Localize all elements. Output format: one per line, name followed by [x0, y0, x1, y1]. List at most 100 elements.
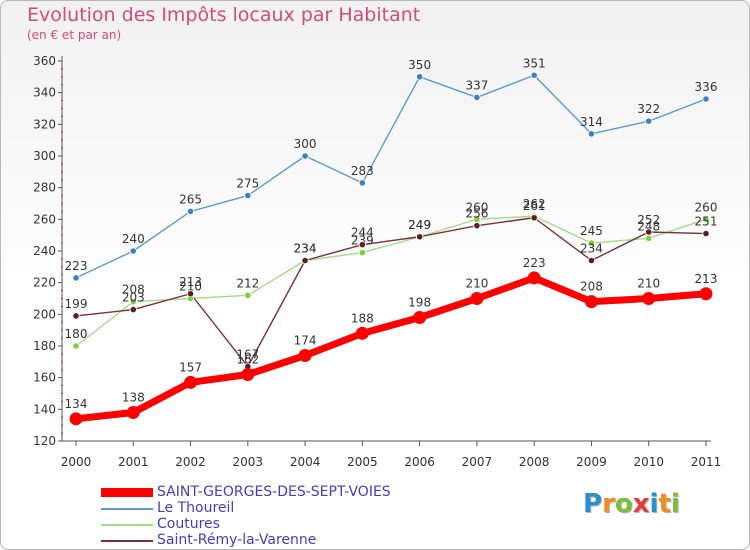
- data-point-coutures: [358, 248, 366, 257]
- data-point-le-thoureil: [473, 93, 481, 102]
- data-point-saint-georges-des-sept-voies: [699, 287, 713, 301]
- y-tick-label: 220: [33, 276, 56, 290]
- y-minor-tick: [61, 131, 63, 133]
- data-label-coutures: 208: [122, 283, 145, 297]
- data-point-saint-r-my-la-varenne: [358, 241, 366, 249]
- y-minor-tick: [61, 242, 63, 244]
- y-minor-tick: [61, 432, 63, 434]
- data-label-saint-georges-des-sept-voies: 213: [695, 272, 718, 286]
- data-label-saint-georges-des-sept-voies: 210: [637, 277, 660, 291]
- proxiti-logo: Proxiti: [583, 489, 680, 519]
- data-label-saint-r-my-la-varenne: 244: [351, 226, 374, 240]
- data-point-coutures: [645, 234, 653, 242]
- y-minor-tick: [61, 171, 63, 173]
- data-label-coutures: 248: [637, 219, 660, 233]
- data-label-saint-georges-des-sept-voies: 223: [523, 256, 546, 270]
- y-minor-tick: [61, 329, 63, 331]
- legend-label: Coutures: [157, 516, 220, 532]
- data-point-saint-georges-des-sept-voies: [642, 292, 656, 305]
- x-tick-label: 2007: [462, 455, 493, 469]
- data-label-saint-r-my-la-varenne: 256: [465, 207, 488, 221]
- y-minor-tick: [61, 400, 63, 402]
- data-label-coutures: 245: [580, 224, 603, 238]
- data-point-saint-georges-des-sept-voies: [126, 406, 140, 419]
- data-point-saint-georges-des-sept-voies: [527, 271, 541, 285]
- logo-letter: P: [583, 489, 603, 519]
- data-point-coutures: [244, 291, 252, 299]
- legend-label: Le Thoureil: [157, 500, 235, 516]
- data-label-coutures: 239: [351, 234, 374, 248]
- y-minor-tick: [61, 203, 63, 204]
- data-point-le-thoureil: [358, 179, 366, 187]
- data-label-le-thoureil: 283: [351, 164, 374, 178]
- logo-letter: o: [614, 489, 633, 519]
- data-point-saint-r-my-la-varenne: [72, 312, 80, 320]
- y-tick-label: 260: [33, 212, 56, 226]
- y-minor-tick: [61, 234, 63, 236]
- y-minor-tick: [61, 266, 63, 268]
- data-label-saint-georges-des-sept-voies: 162: [236, 353, 259, 367]
- y-minor-tick: [61, 163, 63, 165]
- data-label-saint-r-my-la-varenne: 249: [408, 218, 431, 232]
- data-label-saint-georges-des-sept-voies: 174: [294, 334, 317, 348]
- data-label-saint-r-my-la-varenne: 261: [523, 199, 546, 213]
- y-minor-tick: [61, 424, 63, 426]
- data-point-le-thoureil: [244, 191, 252, 200]
- data-label-saint-r-my-la-varenne: 252: [637, 213, 660, 227]
- x-tick-label: 2000: [61, 455, 92, 469]
- data-label-le-thoureil: 300: [294, 137, 317, 151]
- y-tick-label: 240: [33, 244, 56, 258]
- x-tick-label: 2002: [175, 455, 206, 469]
- data-label-saint-r-my-la-varenne: 199: [65, 297, 88, 311]
- data-point-saint-r-my-la-varenne: [702, 229, 710, 238]
- data-label-coutures: 234: [294, 242, 317, 256]
- logo-letter: i: [670, 489, 680, 519]
- data-label-saint-r-my-la-varenne: 234: [294, 242, 317, 256]
- data-label-le-thoureil: 275: [236, 177, 259, 191]
- y-minor-tick: [61, 100, 63, 102]
- y-minor-tick: [61, 298, 63, 299]
- y-minor-tick: [61, 226, 63, 228]
- y-tick-label: 280: [33, 181, 56, 195]
- y-tick-label: 200: [33, 307, 56, 321]
- data-label-saint-georges-des-sept-voies: 138: [122, 391, 145, 405]
- y-minor-tick: [61, 84, 63, 86]
- legend-swatch: [101, 524, 153, 526]
- data-point-le-thoureil: [702, 95, 710, 103]
- y-minor-tick: [61, 108, 63, 109]
- data-point-coutures: [72, 342, 80, 350]
- data-point-saint-r-my-la-varenne: [530, 214, 538, 222]
- y-minor-tick: [61, 179, 63, 181]
- data-label-le-thoureil: 240: [122, 232, 145, 246]
- data-point-le-thoureil: [129, 247, 137, 255]
- data-point-saint-georges-des-sept-voies: [470, 292, 484, 305]
- y-minor-tick: [61, 76, 63, 78]
- data-label-saint-r-my-la-varenne: 203: [122, 291, 145, 305]
- data-point-saint-georges-des-sept-voies: [184, 375, 198, 389]
- data-point-saint-georges-des-sept-voies: [298, 349, 312, 362]
- data-label-le-thoureil: 351: [523, 56, 546, 70]
- chart-subtitle: (en € et par an): [27, 28, 122, 42]
- chart-title: Evolution des Impôts locaux par Habitant: [27, 4, 421, 26]
- x-tick-label: 2003: [233, 455, 264, 469]
- data-point-le-thoureil: [72, 274, 80, 282]
- data-point-le-thoureil: [587, 130, 596, 138]
- y-minor-tick: [61, 361, 63, 363]
- data-point-coutures: [129, 298, 137, 306]
- y-minor-tick: [61, 393, 63, 394]
- logo-letter: i: [649, 489, 659, 519]
- y-tick-label: 340: [33, 86, 56, 100]
- series-line-coutures: [75, 215, 707, 347]
- data-label-saint-r-my-la-varenne: 167: [236, 348, 259, 362]
- y-tick-label: 320: [33, 117, 56, 131]
- data-label-le-thoureil: 265: [179, 192, 202, 206]
- series-line-le-thoureil: [75, 74, 707, 279]
- data-label-le-thoureil: 314: [580, 115, 603, 129]
- data-label-saint-georges-des-sept-voies: 208: [580, 280, 603, 294]
- y-tick-label: 180: [33, 339, 56, 353]
- data-label-le-thoureil: 337: [465, 78, 488, 92]
- data-label-le-thoureil: 350: [408, 58, 431, 72]
- legend-label: Saint-Rémy-la-Varenne: [157, 532, 317, 548]
